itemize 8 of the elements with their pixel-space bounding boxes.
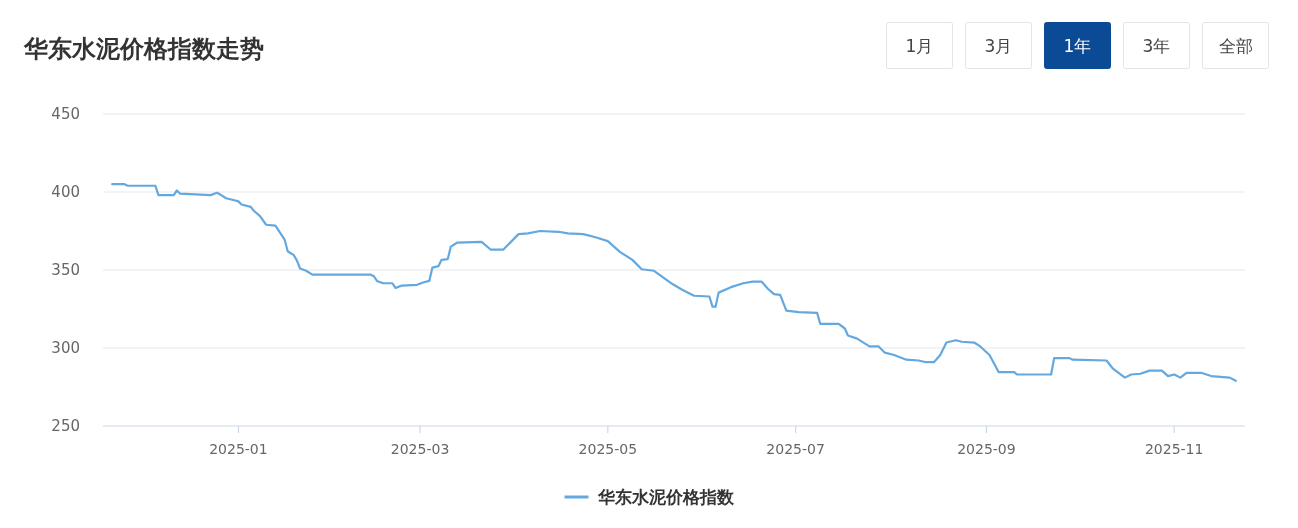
button: 3年 <box>1123 22 1190 69</box>
legend-label: 华东水泥价格指数 <box>596 487 735 507</box>
button: 全部 <box>1202 22 1269 69</box>
title: 华东水泥价格指数走势 <box>24 35 264 63</box>
legend: 华东水泥价格指数 <box>564 487 734 507</box>
button: 1月 <box>886 22 953 69</box>
button: 3月 <box>965 22 1032 69</box>
button: 1年 <box>1044 22 1111 69</box>
